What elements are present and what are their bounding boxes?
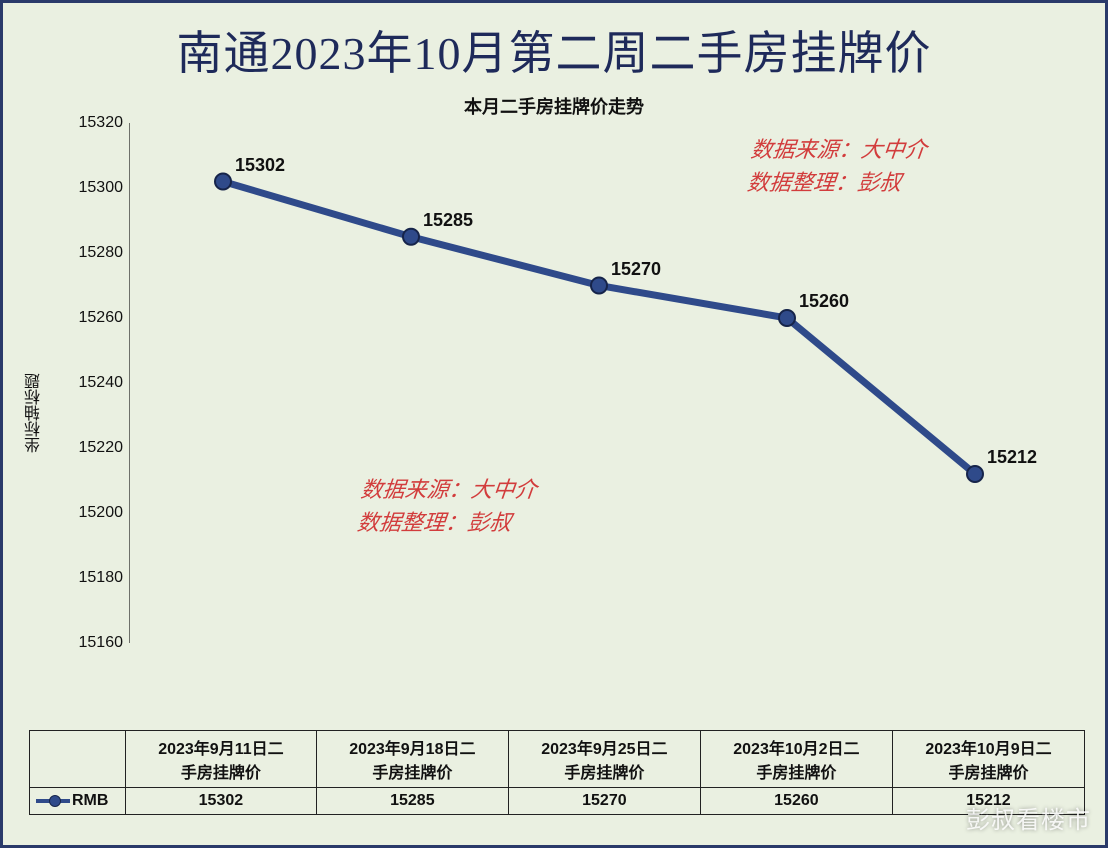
chart-svg <box>129 113 1069 653</box>
plot-region: 1516015180152001522015240152601528015300… <box>129 113 1069 653</box>
table-value-row: RMB1530215285152701526015212 <box>30 788 1085 815</box>
legend-label: RMB <box>72 792 108 809</box>
data-point-label: 15302 <box>235 154 285 175</box>
y-tick-label: 15180 <box>67 569 123 587</box>
y-tick-label: 15160 <box>67 634 123 652</box>
table-cell: 15270 <box>508 788 700 815</box>
table-col-header: 2023年9月11日二手房挂牌价 <box>126 731 317 788</box>
y-tick-label: 15260 <box>67 309 123 327</box>
page-title: 南通2023年10月第二周二手房挂牌价 <box>3 3 1105 89</box>
table-col-header: 2023年9月25日二手房挂牌价 <box>508 731 700 788</box>
y-tick-label: 15280 <box>67 244 123 262</box>
table-col-header: 2023年9月18日二手房挂牌价 <box>316 731 508 788</box>
table-cell: 15302 <box>126 788 317 815</box>
watermark-text: 数据来源：大中介数据整理：彭叔 <box>356 473 539 539</box>
y-tick-label: 15240 <box>67 374 123 392</box>
table-cell: 15260 <box>700 788 892 815</box>
table-col-header: 2023年10月9日二手房挂牌价 <box>892 731 1084 788</box>
y-tick-label: 15220 <box>67 439 123 457</box>
table-header-row: 2023年9月11日二手房挂牌价2023年9月18日二手房挂牌价2023年9月2… <box>30 731 1085 788</box>
table-corner-cell <box>30 731 126 788</box>
watermark-text: 数据来源：大中介数据整理：彭叔 <box>746 133 929 199</box>
data-point-label: 15212 <box>987 447 1037 468</box>
data-point-label: 15270 <box>611 258 661 279</box>
corner-watermark: 彭叔看楼市 <box>966 800 1091 835</box>
chart-page: 南通2023年10月第二周二手房挂牌价 本月二手房挂牌价走势 坐标轴标题 151… <box>0 0 1108 848</box>
table-cell: 15285 <box>316 788 508 815</box>
chart-area: 坐标轴标题 1516015180152001522015240152601528… <box>29 113 1085 825</box>
data-point-label: 15260 <box>799 291 849 312</box>
data-table: 2023年9月11日二手房挂牌价2023年9月18日二手房挂牌价2023年9月2… <box>29 730 1085 815</box>
legend-cell: RMB <box>30 788 126 815</box>
data-point-label: 15285 <box>423 210 473 231</box>
y-axis-label: 坐标轴标题 <box>23 373 47 453</box>
data-table-wrap: 2023年9月11日二手房挂牌价2023年9月18日二手房挂牌价2023年9月2… <box>29 730 1085 815</box>
y-tick-label: 15320 <box>67 114 123 132</box>
y-tick-label: 15200 <box>67 504 123 522</box>
y-tick-label: 15300 <box>67 179 123 197</box>
table-col-header: 2023年10月2日二手房挂牌价 <box>700 731 892 788</box>
